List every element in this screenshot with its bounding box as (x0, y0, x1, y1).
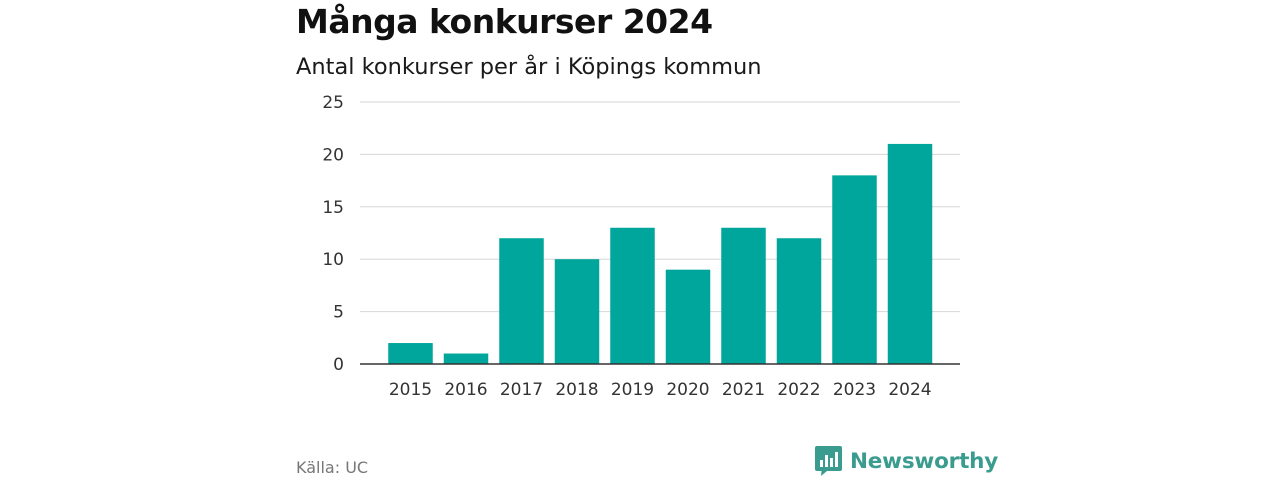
x-tick-label: 2018 (555, 380, 598, 400)
y-tick-label: 15 (322, 198, 344, 218)
y-tick-label: 0 (333, 355, 344, 375)
x-tick-label: 2020 (666, 380, 709, 400)
bars (388, 143, 933, 364)
x-tick-label: 2017 (500, 380, 543, 400)
brand-name: Newsworthy (850, 448, 999, 474)
x-tick-label: 2019 (611, 380, 654, 400)
x-tick-label: 2024 (888, 380, 931, 400)
y-tick-label: 10 (322, 250, 344, 270)
x-tick-label: 2021 (722, 380, 765, 400)
y-axis-ticks: 0 5 10 15 20 25 (322, 93, 344, 375)
bar-2020[interactable] (665, 269, 711, 364)
x-tick-label: 2015 (389, 380, 432, 400)
bar-2022[interactable] (776, 238, 822, 364)
newsworthy-logo-icon (815, 446, 842, 476)
bar-2016[interactable] (443, 353, 489, 364)
x-tick-label: 2016 (444, 380, 487, 400)
bar-2024[interactable] (887, 143, 933, 364)
bar-2021[interactable] (721, 227, 766, 364)
bar-2023[interactable] (832, 175, 877, 364)
x-axis-ticks: 2015 2016 2017 2018 2019 2020 2021 2022 2023 2024 (389, 380, 932, 400)
bar-2019[interactable] (610, 227, 655, 364)
y-tick-label: 25 (322, 93, 344, 113)
x-tick-label: 2023 (833, 380, 876, 400)
chart-subtitle: Antal konkurser per år i Köpings kommun (296, 54, 762, 80)
brand-logo[interactable]: Newsworthy (815, 446, 998, 476)
chart-title: Många konkurser 2024 (296, 2, 713, 41)
bar-2017[interactable] (499, 238, 544, 364)
y-tick-label: 5 (333, 303, 344, 323)
x-tick-label: 2022 (777, 380, 820, 400)
y-tick-label: 20 (322, 145, 344, 165)
bar-2015[interactable] (388, 343, 433, 364)
source-note: Källa: UC (296, 458, 369, 477)
bar-2018[interactable] (554, 259, 600, 364)
